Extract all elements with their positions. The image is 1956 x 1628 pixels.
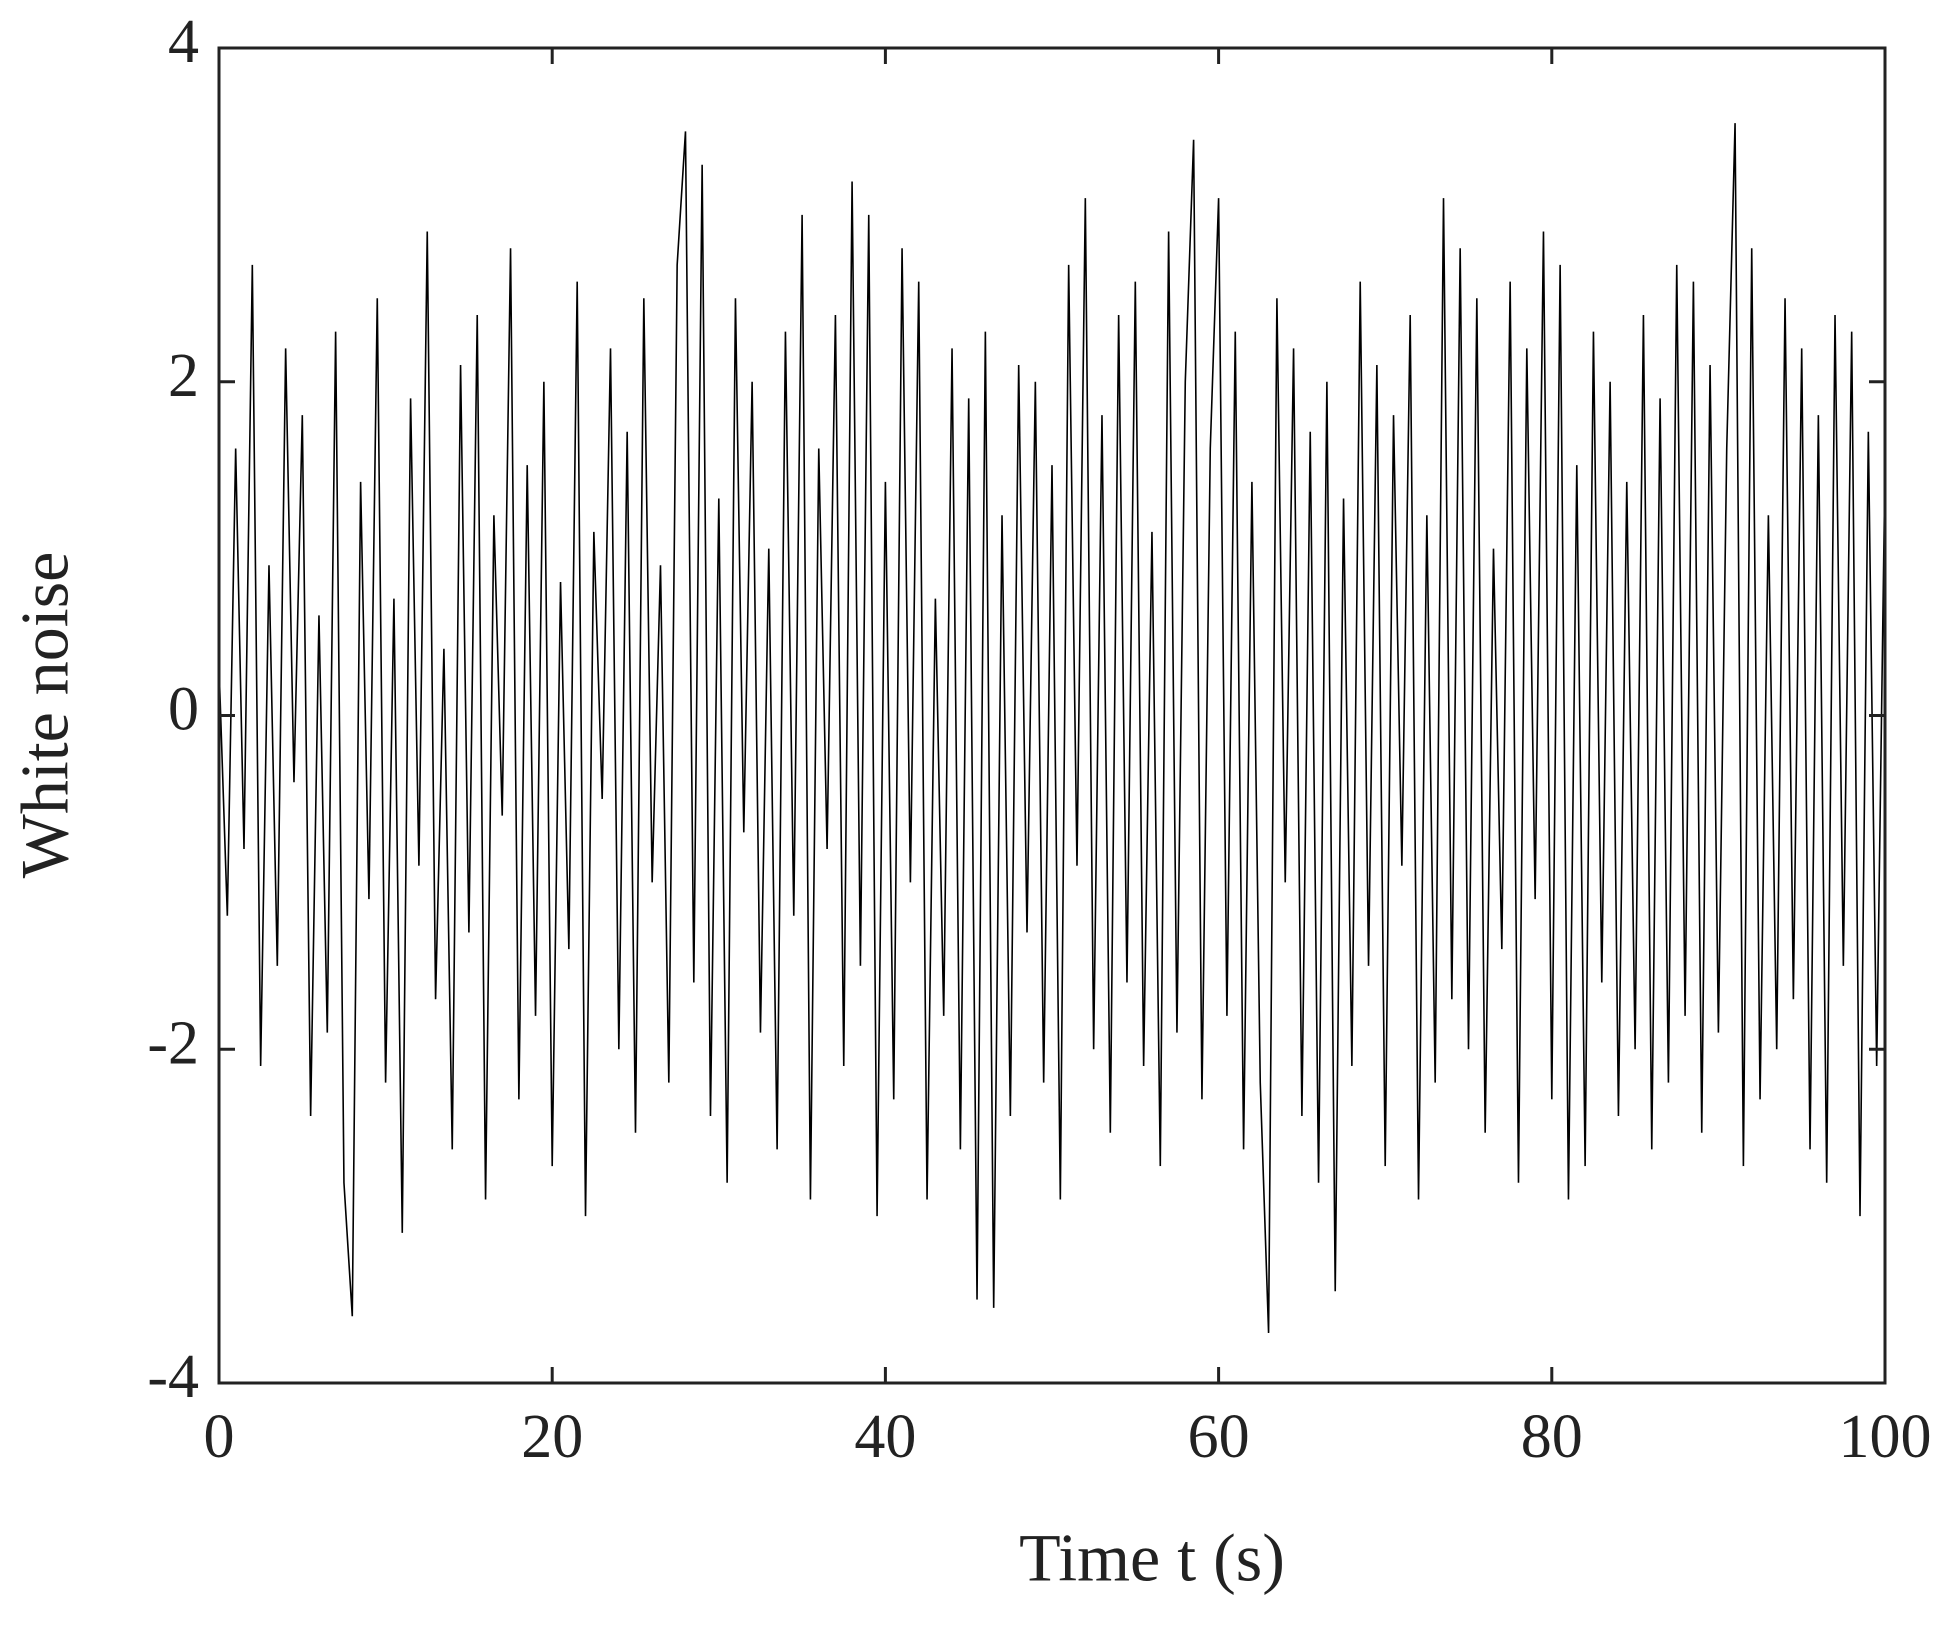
plot-frame xyxy=(217,46,1887,1385)
y-tick-label: 2 xyxy=(168,342,199,410)
x-axis-label: Time t (s) xyxy=(1019,1520,1285,1596)
y-tick-label: -2 xyxy=(147,1009,199,1077)
x-tick-label: 60 xyxy=(1188,1403,1250,1471)
x-tick-label: 40 xyxy=(854,1403,916,1471)
x-tick-label: 0 xyxy=(204,1403,235,1471)
x-tick-label: 20 xyxy=(521,1403,583,1471)
x-tick-label: 80 xyxy=(1521,1403,1583,1471)
y-tick-label: 4 xyxy=(168,8,199,76)
x-tick-label: 100 xyxy=(1839,1403,1932,1471)
y-tick-label: -4 xyxy=(147,1343,199,1411)
y-axis-label: White noise xyxy=(7,552,83,879)
data-line xyxy=(218,123,1886,1333)
y-tick-label: 0 xyxy=(168,676,199,744)
